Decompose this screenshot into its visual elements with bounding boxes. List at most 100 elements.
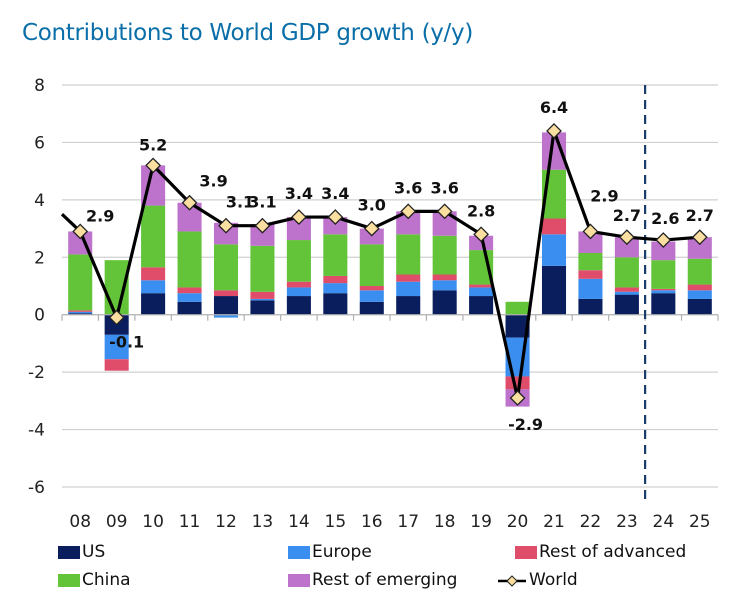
- legend-label: Rest of advanced: [539, 542, 687, 562]
- bar-europe-11: [177, 293, 202, 302]
- data-label-17: 3.6: [394, 178, 422, 197]
- world-marker-25: [691, 229, 708, 246]
- bar-rest-of-emerging-19: [469, 235, 494, 251]
- bar-rest-of-emerging-22: [578, 231, 603, 253]
- world-marker-19: [473, 226, 490, 243]
- bar-europe-10: [141, 280, 166, 294]
- world-marker-15: [327, 209, 344, 226]
- bar-rest-of-advanced-08: [68, 310, 93, 312]
- bar-us-13: [250, 300, 275, 315]
- bar-us-15: [323, 293, 348, 315]
- data-label-24: 2.6: [651, 209, 679, 228]
- y-tick-label: -4: [28, 421, 45, 441]
- legend-swatch: [515, 545, 537, 559]
- data-label-13: 3.1: [248, 193, 276, 212]
- world-marker-11: [181, 194, 198, 211]
- bar-china-23: [614, 257, 639, 288]
- y-tick-label: -6: [28, 478, 45, 498]
- bar-us-16: [359, 301, 384, 315]
- bar-europe-19: [469, 287, 494, 297]
- legend-label: China: [82, 570, 131, 590]
- x-tick-label: 22: [580, 512, 602, 532]
- world-marker-09: [108, 309, 125, 326]
- bar-rest-of-advanced-20: [505, 376, 530, 390]
- y-tick-label: -2: [28, 363, 45, 383]
- legend-label: Europe: [312, 542, 372, 562]
- legend-label: US: [82, 542, 106, 562]
- legend-swatch: [58, 573, 80, 587]
- y-tick-label: 2: [34, 248, 45, 268]
- bar-china-12: [213, 244, 239, 291]
- bar-rest-of-emerging-23: [614, 237, 639, 258]
- bar-rest-of-advanced-19: [469, 284, 494, 288]
- bar-rest-of-advanced-14: [286, 281, 311, 288]
- bar-china-10: [141, 205, 166, 268]
- data-label-16: 3.0: [358, 196, 386, 215]
- world-marker-21: [546, 123, 562, 139]
- world-marker-18: [436, 203, 453, 220]
- bar-europe-24: [651, 290, 676, 294]
- bar-rest-of-advanced-24: [651, 288, 676, 291]
- bar-us-11: [177, 301, 202, 315]
- world-marker-24: [655, 232, 672, 248]
- x-tick-label: 24: [653, 512, 675, 532]
- legend-swatch: [288, 545, 310, 559]
- data-label-23: 2.7: [613, 206, 641, 225]
- world-marker-20: [509, 390, 526, 406]
- bar-europe-22: [578, 278, 603, 299]
- bar-rest-of-emerging-14: [286, 217, 311, 241]
- bar-china-20: [505, 301, 530, 315]
- data-label-21: 6.4: [540, 98, 568, 117]
- legend-line-marker-icon: [497, 573, 527, 587]
- bar-china-15: [323, 234, 348, 276]
- y-tick-label: 4: [34, 191, 45, 211]
- bar-china-17: [396, 234, 421, 275]
- bar-europe-18: [432, 280, 457, 291]
- x-tick-label: 18: [434, 512, 456, 532]
- world-marker-23: [618, 229, 635, 246]
- x-axis: [61, 314, 719, 321]
- bar-rest-of-emerging-24: [651, 241, 676, 261]
- bar-rest-of-advanced-11: [177, 287, 202, 294]
- bar-us-12: [213, 296, 239, 315]
- bar-china-11: [177, 231, 202, 288]
- chart-title: Contributions to World GDP growth (y/y): [22, 20, 473, 46]
- y-tick-label: 6: [34, 133, 45, 153]
- bar-rest-of-advanced-16: [359, 286, 384, 291]
- world-marker-17: [400, 203, 417, 220]
- x-tick-label: 20: [507, 512, 529, 532]
- bar-china-22: [578, 252, 603, 271]
- legend-item-europe: Europe: [288, 542, 372, 562]
- data-label-15: 3.4: [321, 184, 349, 203]
- legend-item-rest-of-emerging: Rest of emerging: [288, 570, 457, 590]
- bar-europe-17: [396, 281, 421, 297]
- data-label-11: 3.9: [199, 172, 227, 191]
- data-label-19: 2.8: [467, 201, 495, 220]
- legend-label: Rest of emerging: [312, 570, 458, 590]
- data-label-08: 2.9: [86, 206, 114, 225]
- bar-europe-21: [541, 234, 567, 266]
- x-tick-label: 19: [470, 512, 492, 532]
- bar-rest-of-advanced-23: [614, 287, 639, 292]
- bar-series: [68, 132, 712, 407]
- bar-us-20: [505, 314, 530, 338]
- world-line-series: [60, 123, 708, 406]
- data-label-12: 3.1: [226, 193, 254, 212]
- bar-europe-09: [104, 334, 129, 360]
- x-tick-label: 16: [361, 512, 383, 532]
- data-label-09: -0.1: [109, 333, 144, 352]
- bar-china-25: [687, 258, 712, 285]
- world-marker-16: [363, 220, 380, 237]
- world-marker-14: [290, 209, 307, 226]
- y-axis-ticks: 8 6 4 2 0 -2 -4 -6: [28, 76, 45, 498]
- data-label-14: 3.4: [285, 184, 313, 203]
- bar-europe-23: [614, 291, 639, 295]
- bar-us-19: [469, 296, 494, 315]
- bar-us-14: [286, 296, 311, 315]
- legend-item-china: China: [58, 570, 131, 590]
- bar-europe-08: [68, 311, 93, 314]
- bar-china-24: [651, 260, 676, 289]
- data-label-10: 5.2: [139, 135, 167, 154]
- bar-rest-of-emerging-25: [687, 237, 712, 259]
- x-tick-label: 13: [252, 512, 274, 532]
